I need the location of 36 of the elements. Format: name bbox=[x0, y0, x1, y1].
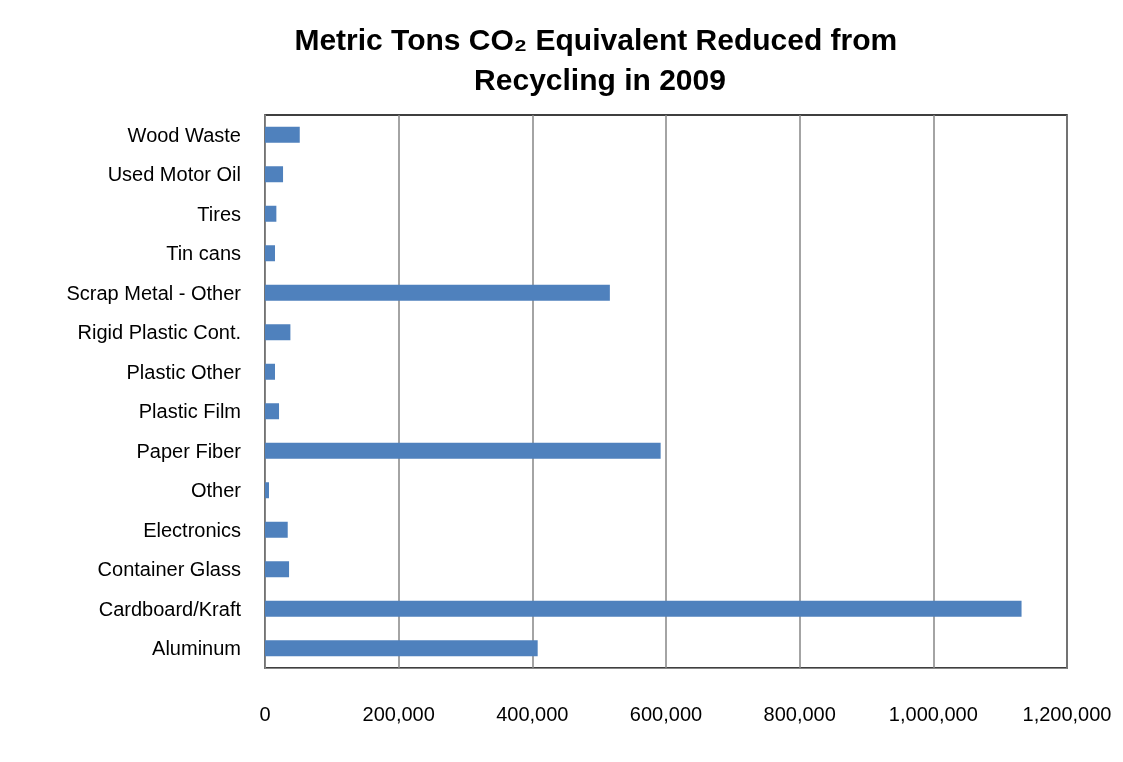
y-tick-label: Cardboard/Kraft bbox=[98, 597, 242, 620]
bar bbox=[265, 482, 270, 499]
bar bbox=[265, 640, 538, 657]
x-tick-label: 200,000 bbox=[362, 703, 435, 725]
bar bbox=[265, 324, 291, 341]
y-tick-label: Tin cans bbox=[166, 242, 241, 265]
bar bbox=[265, 363, 276, 380]
x-tick-label: 0 bbox=[259, 703, 271, 725]
x-tick-label: 1,000,000 bbox=[888, 703, 978, 725]
bar bbox=[265, 166, 284, 183]
y-tick-label: Electronics bbox=[143, 518, 241, 541]
bar bbox=[265, 126, 300, 143]
x-tick-label: 1,200,000 bbox=[1022, 703, 1112, 725]
bar bbox=[265, 521, 288, 538]
y-tick-label: Rigid Plastic Cont. bbox=[77, 321, 241, 344]
y-tick-label: Plastic Film bbox=[138, 400, 241, 423]
bar bbox=[265, 245, 276, 262]
y-tick-label: Aluminum bbox=[152, 637, 241, 660]
bar bbox=[265, 284, 610, 301]
y-tick-label: Used Motor Oil bbox=[107, 163, 241, 186]
y-tick-label: Tires bbox=[197, 202, 241, 225]
y-tick-label: Scrap Metal - Other bbox=[66, 281, 242, 304]
y-tick-label: Container Glass bbox=[97, 558, 241, 581]
bar bbox=[265, 403, 280, 420]
y-tick-label: Other bbox=[190, 479, 242, 502]
y-tick-label: Wood Waste bbox=[127, 123, 241, 146]
bar bbox=[265, 600, 1022, 617]
x-tick-label: 800,000 bbox=[763, 703, 836, 725]
x-tick-label: 600,000 bbox=[629, 703, 703, 725]
x-tick-label: 400,000 bbox=[496, 703, 569, 725]
y-tick-label: Plastic Other bbox=[126, 360, 242, 383]
y-tick-label: Paper Fiber bbox=[136, 439, 242, 462]
bar bbox=[265, 205, 277, 222]
bar bbox=[265, 442, 661, 459]
bar bbox=[265, 561, 290, 578]
chart-title: Metric Tons CO₂ Equivalent Reduced from Recycling in 2009 bbox=[294, 22, 906, 96]
